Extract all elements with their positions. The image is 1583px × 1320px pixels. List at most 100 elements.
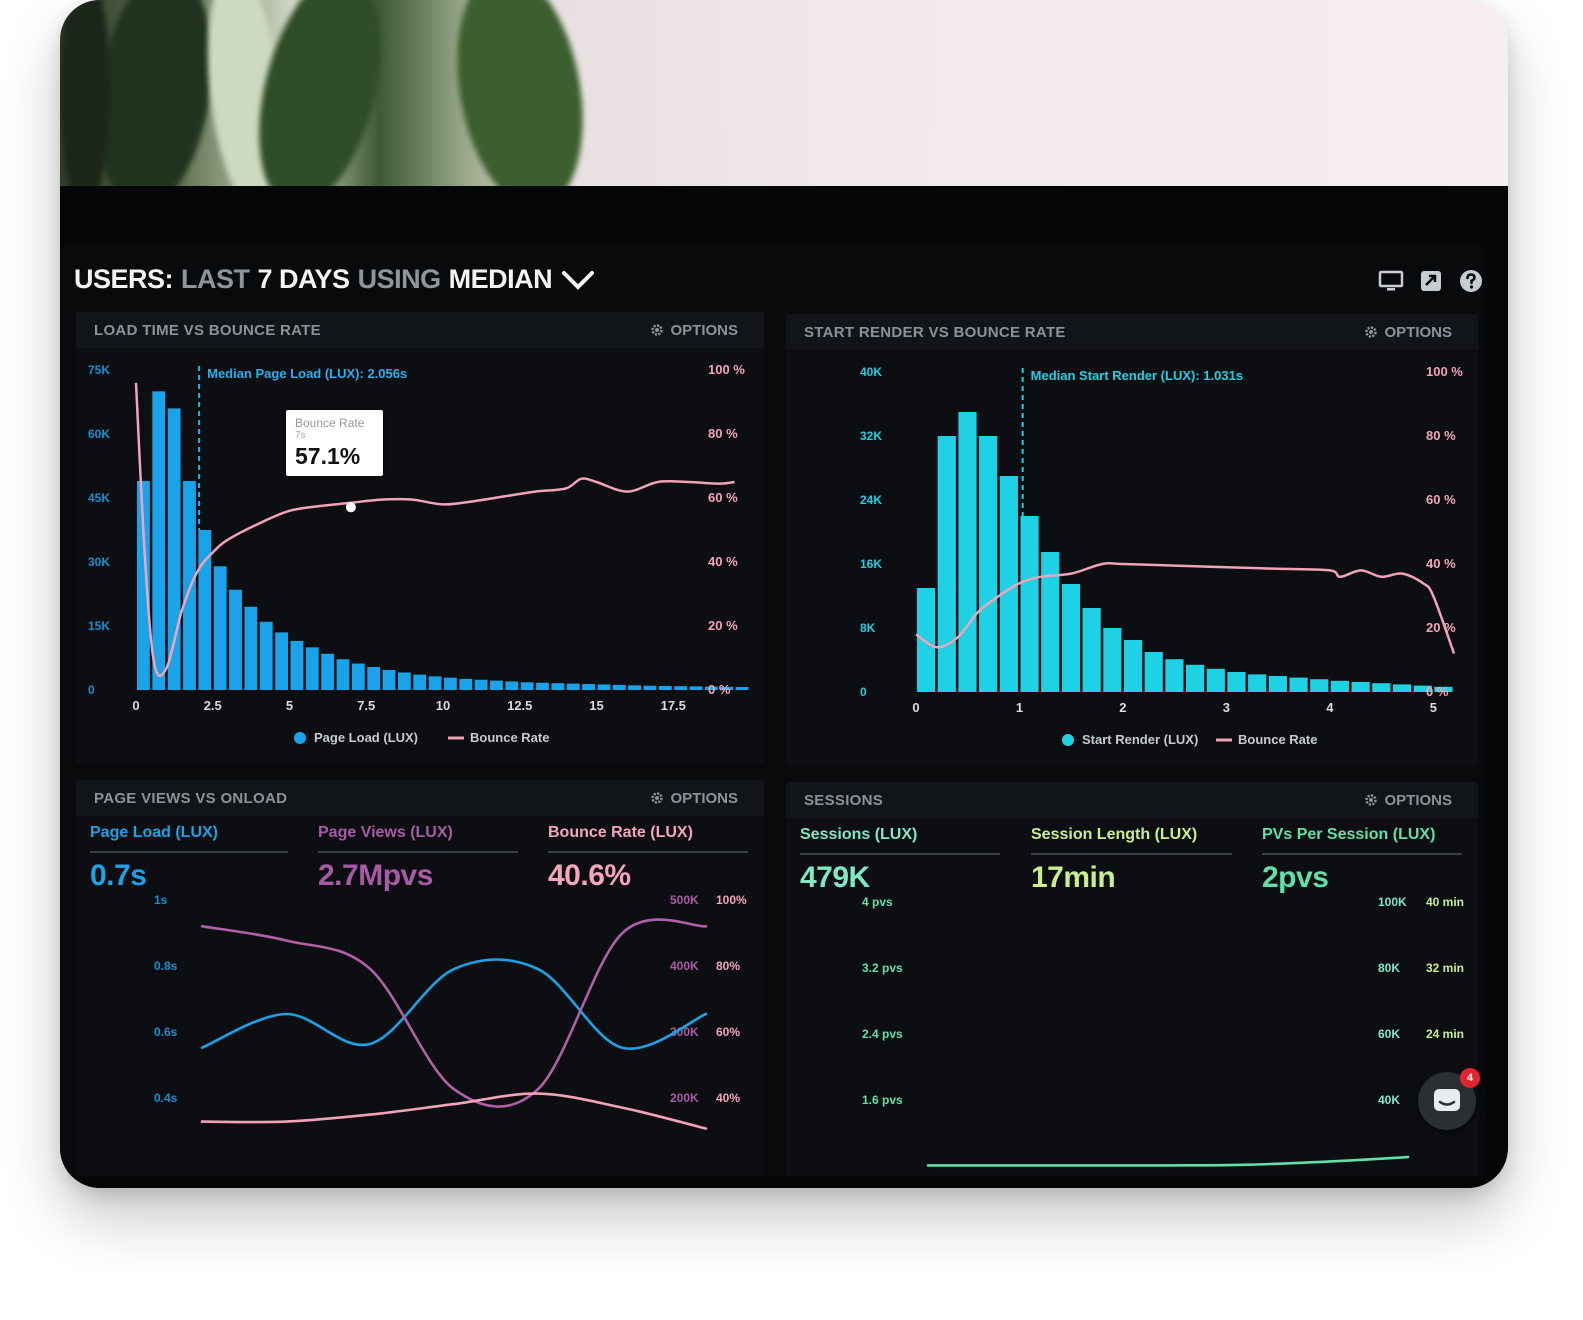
options-label: OPTIONS bbox=[1384, 791, 1452, 809]
histogram-bar bbox=[1041, 552, 1060, 692]
x-tick-label: 17.5 bbox=[661, 698, 686, 713]
y3-tick-label: 40% bbox=[716, 1091, 740, 1105]
y2-tick-label: 60 % bbox=[708, 490, 738, 505]
histogram-bar bbox=[917, 588, 936, 692]
y2-tick-label: 60 % bbox=[1426, 492, 1456, 507]
y3-tick-label: 100% bbox=[716, 893, 747, 907]
histogram-bar bbox=[336, 659, 350, 690]
y2-tick-label: 100 % bbox=[708, 362, 745, 377]
chevron-down-icon[interactable] bbox=[560, 268, 596, 292]
tooltip-value: 57.1% bbox=[295, 443, 361, 469]
stat-session-length[interactable]: Session Length (LUX) 17min bbox=[1031, 826, 1232, 895]
histogram-bar bbox=[582, 684, 595, 690]
histogram-bar bbox=[213, 566, 227, 690]
histogram-bar bbox=[1413, 685, 1432, 692]
chart-legend: Page Load (LUX) Bounce Rate bbox=[294, 730, 549, 745]
y-tick-label: 40K bbox=[860, 365, 882, 379]
stat-label: Page Load (LUX) bbox=[90, 824, 288, 853]
legend-line-icon bbox=[1216, 738, 1232, 742]
histogram-bar bbox=[735, 687, 749, 690]
header-toolbar bbox=[1378, 268, 1484, 294]
share-icon[interactable] bbox=[1418, 268, 1444, 294]
stat-value: 40.6% bbox=[548, 859, 631, 892]
x-tick-label: 0 bbox=[132, 698, 139, 713]
panel-header: START RENDER VS BOUNCE RATE OPTIONS bbox=[786, 314, 1478, 350]
histogram-bar bbox=[1061, 584, 1081, 692]
title-last: LAST bbox=[181, 264, 250, 294]
y2-tick-label: 40 % bbox=[708, 554, 738, 569]
histogram-bar bbox=[658, 685, 672, 690]
y-tick-label: 8K bbox=[860, 621, 876, 635]
histogram-bar bbox=[1289, 677, 1308, 692]
legend-line-icon bbox=[448, 736, 464, 740]
y-tick-label: 2.4 pvs bbox=[862, 1027, 903, 1041]
stat-sessions[interactable]: Sessions (LUX) 479K bbox=[800, 826, 1000, 895]
plant-leaf bbox=[60, 0, 110, 210]
y-tick-label: 0.6s bbox=[154, 1025, 178, 1039]
y2-tick-label: 100 % bbox=[1426, 364, 1463, 379]
y3-tick-label: 24 min bbox=[1426, 1027, 1464, 1041]
x-tick-label: 3 bbox=[1223, 700, 1230, 715]
legend-dot-icon bbox=[294, 732, 306, 744]
y-tick-label: 0 bbox=[88, 683, 95, 697]
help-icon[interactable] bbox=[1458, 268, 1484, 294]
y-tick-label: 45K bbox=[88, 491, 110, 505]
stat-value: 17min bbox=[1031, 861, 1116, 894]
histogram-bar bbox=[1206, 668, 1225, 692]
sessions-panel: SESSIONS OPTIONS Sessions (LUX) 479K Ses… bbox=[786, 782, 1478, 1176]
title-median[interactable]: MEDIAN bbox=[448, 264, 553, 294]
histogram-bar bbox=[1268, 676, 1287, 692]
histogram-bar bbox=[1186, 664, 1205, 692]
histogram-bar bbox=[1392, 684, 1412, 692]
options-label: OPTIONS bbox=[670, 321, 738, 339]
histogram-bar bbox=[1103, 628, 1122, 692]
histogram-bar bbox=[459, 678, 473, 690]
chat-icon bbox=[1434, 1089, 1460, 1111]
histogram-bar bbox=[1020, 516, 1039, 692]
histogram-bar bbox=[551, 683, 565, 690]
x-tick-label: 5 bbox=[1430, 700, 1437, 715]
histogram-bar bbox=[1227, 672, 1246, 692]
monitor-icon[interactable] bbox=[1378, 268, 1404, 294]
legend-dot-icon bbox=[1062, 734, 1074, 746]
histogram-bar bbox=[167, 408, 181, 690]
options-button[interactable]: OPTIONS bbox=[650, 322, 738, 339]
y-tick-label: 0.8s bbox=[154, 959, 178, 973]
x-tick-label: 7.5 bbox=[357, 698, 375, 713]
histogram-bar bbox=[937, 436, 956, 692]
panel-title: LOAD TIME VS BOUNCE RATE bbox=[94, 321, 321, 339]
bounce-rate-line bbox=[134, 382, 735, 678]
series-line bbox=[200, 1092, 708, 1130]
gear-icon bbox=[651, 792, 664, 804]
gear-icon bbox=[1365, 794, 1378, 806]
tooltip-label: Bounce Rate bbox=[295, 416, 365, 430]
y2-tick-label: 20 % bbox=[1426, 620, 1456, 635]
tooltip-pointer bbox=[345, 502, 356, 513]
stat-pvs-per-session[interactable]: PVs Per Session (LUX) 2pvs bbox=[1262, 826, 1462, 895]
stat-page-load[interactable]: Page Load (LUX) 0.7s bbox=[90, 824, 288, 893]
x-tick-label: 0 bbox=[912, 700, 919, 715]
stat-page-views[interactable]: Page Views (LUX) 2.7Mpvs bbox=[318, 824, 518, 893]
page-views-chart: 1s 0.8s 0.6s 0.4s 500K 400K 300K 200K 100% 80% 60%… bbox=[154, 893, 747, 1130]
title-using: USING bbox=[357, 264, 442, 294]
x-tick-label: 12.5 bbox=[507, 698, 532, 713]
x-tick-label: 2 bbox=[1119, 700, 1126, 715]
stat-label: Bounce Rate (LUX) bbox=[548, 824, 748, 853]
bounce-rate-line bbox=[915, 561, 1456, 655]
y2-tick-label: 0 % bbox=[708, 682, 731, 697]
y3-tick-label: 60% bbox=[716, 1025, 740, 1039]
options-button[interactable]: OPTIONS bbox=[1364, 792, 1452, 809]
title-days[interactable]: 7 DAYS bbox=[257, 264, 351, 294]
gear-icon bbox=[1365, 326, 1378, 338]
y-tick-label: 16K bbox=[860, 557, 882, 571]
y2-tick-label: 500K bbox=[670, 893, 699, 907]
tooltip-sub: 7s bbox=[295, 430, 306, 441]
histogram-bar bbox=[612, 684, 626, 690]
histogram-bar bbox=[1123, 640, 1143, 692]
stat-bounce-rate[interactable]: Bounce Rate (LUX) 40.6% bbox=[548, 824, 748, 893]
stat-value: 0.7s bbox=[90, 859, 147, 892]
histogram-bar bbox=[444, 677, 457, 690]
options-button[interactable]: OPTIONS bbox=[1364, 324, 1452, 341]
options-button[interactable]: OPTIONS bbox=[650, 790, 738, 807]
histogram-bar bbox=[229, 589, 242, 690]
